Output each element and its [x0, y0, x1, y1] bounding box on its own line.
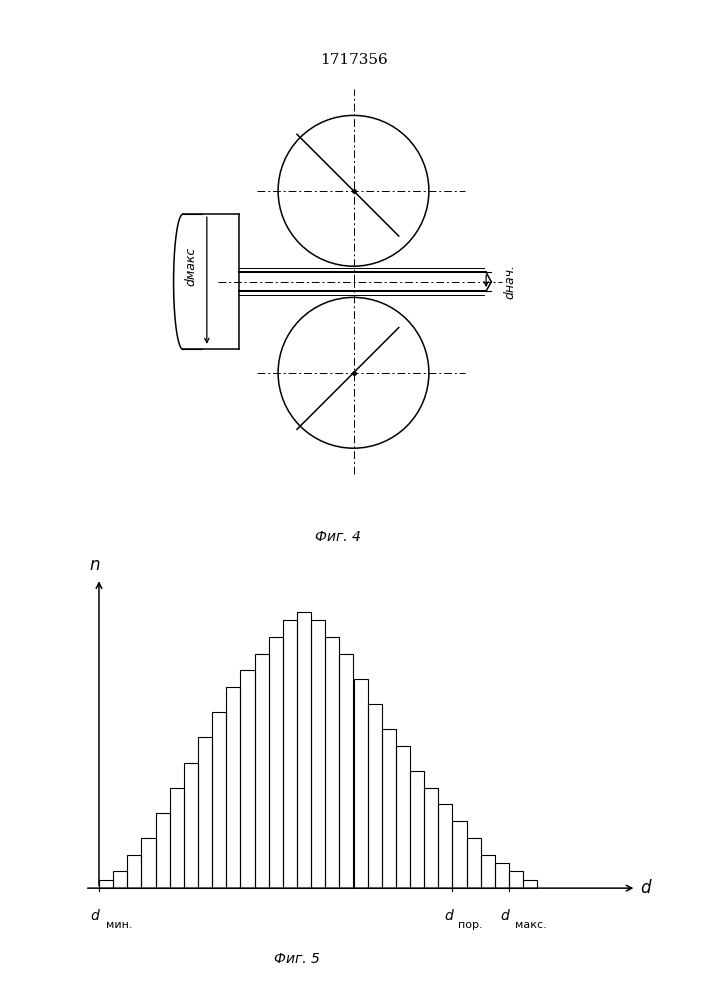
Bar [255, 654, 269, 888]
Bar [424, 788, 438, 888]
Bar [198, 737, 212, 888]
Bar [226, 687, 240, 888]
Bar [368, 704, 382, 888]
Text: dнач.: dнач. [503, 264, 516, 299]
Bar [141, 838, 156, 888]
Bar [438, 804, 452, 888]
Bar [410, 771, 424, 888]
Text: макс.: макс. [515, 920, 547, 930]
Text: d: d [641, 879, 651, 897]
Text: dмакс: dмакс [185, 247, 198, 286]
Bar [240, 670, 255, 888]
Text: n: n [90, 556, 100, 574]
Text: пор.: пор. [458, 920, 483, 930]
Bar [354, 679, 368, 888]
Bar [297, 612, 311, 888]
Bar [99, 880, 113, 888]
Bar [481, 855, 495, 888]
Text: Фиг. 5: Фиг. 5 [274, 952, 320, 966]
Bar [127, 855, 141, 888]
Text: Фиг. 4: Фиг. 4 [315, 530, 361, 544]
Text: d: d [501, 909, 509, 923]
Bar [212, 712, 226, 888]
Bar [382, 729, 396, 888]
Text: d: d [90, 909, 99, 923]
Text: d: d [444, 909, 452, 923]
Bar [156, 813, 170, 888]
Bar [495, 863, 509, 888]
Bar [467, 838, 481, 888]
Bar [509, 871, 523, 888]
Text: мин.: мин. [106, 920, 132, 930]
Text: 1717356: 1717356 [320, 53, 387, 67]
Bar [523, 880, 537, 888]
Bar [283, 620, 297, 888]
Bar [113, 871, 127, 888]
Bar [269, 637, 283, 888]
Bar [325, 637, 339, 888]
Bar [311, 620, 325, 888]
Bar [452, 821, 467, 888]
Bar [170, 788, 184, 888]
Bar [339, 654, 354, 888]
Bar [396, 746, 410, 888]
Bar [184, 763, 198, 888]
